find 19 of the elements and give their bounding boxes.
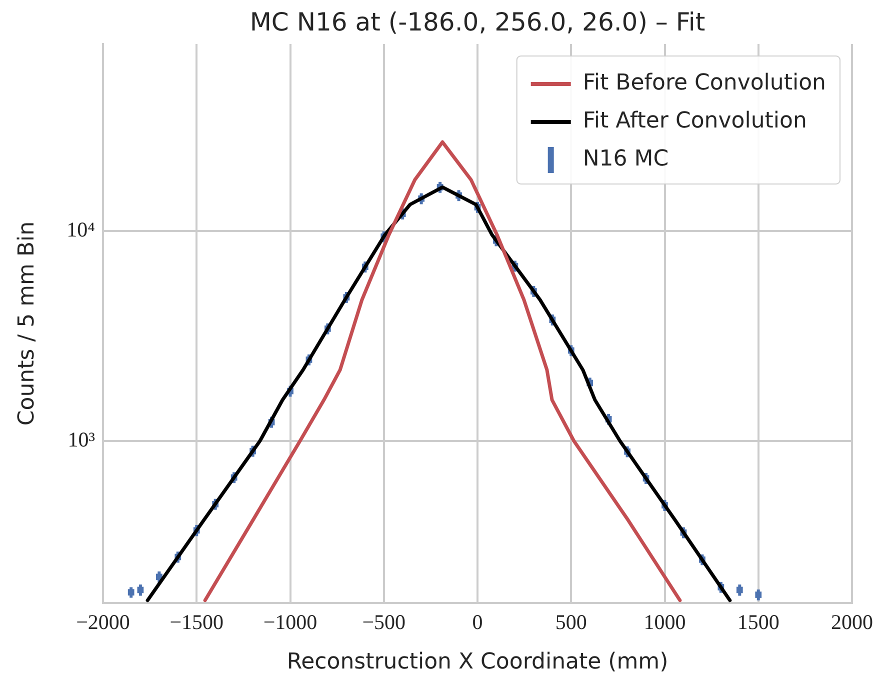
x-axis-title: Reconstruction X Coordinate (mm) (286, 650, 668, 675)
y-tick-label: 10³ (68, 428, 95, 452)
y-tick-label: 10⁴ (66, 218, 95, 242)
point (736, 586, 743, 594)
legend-label: Fit Before Convolution (582, 70, 826, 96)
x-tick-label: 2000 (831, 610, 873, 634)
point (755, 592, 762, 598)
chart-title: MC N16 at (-186.0, 256.0, 26.0) – Fit (250, 8, 706, 36)
x-tick-label: 0 (472, 610, 483, 634)
x-tick-label: −1500 (170, 610, 224, 634)
x-tick-label: −500 (362, 610, 406, 634)
legend-label: Fit After Convolution (582, 108, 807, 134)
x-tick-label: −1000 (263, 610, 318, 634)
y-axis-title: Counts / 5 mm Bin (14, 221, 40, 426)
x-tick-label: −2000 (76, 610, 130, 634)
legend-label: N16 MC (582, 146, 669, 172)
x-tick-label: 500 (555, 610, 587, 634)
x-tick-label: 1000 (644, 610, 686, 634)
x-tick-label: 1500 (737, 610, 780, 634)
